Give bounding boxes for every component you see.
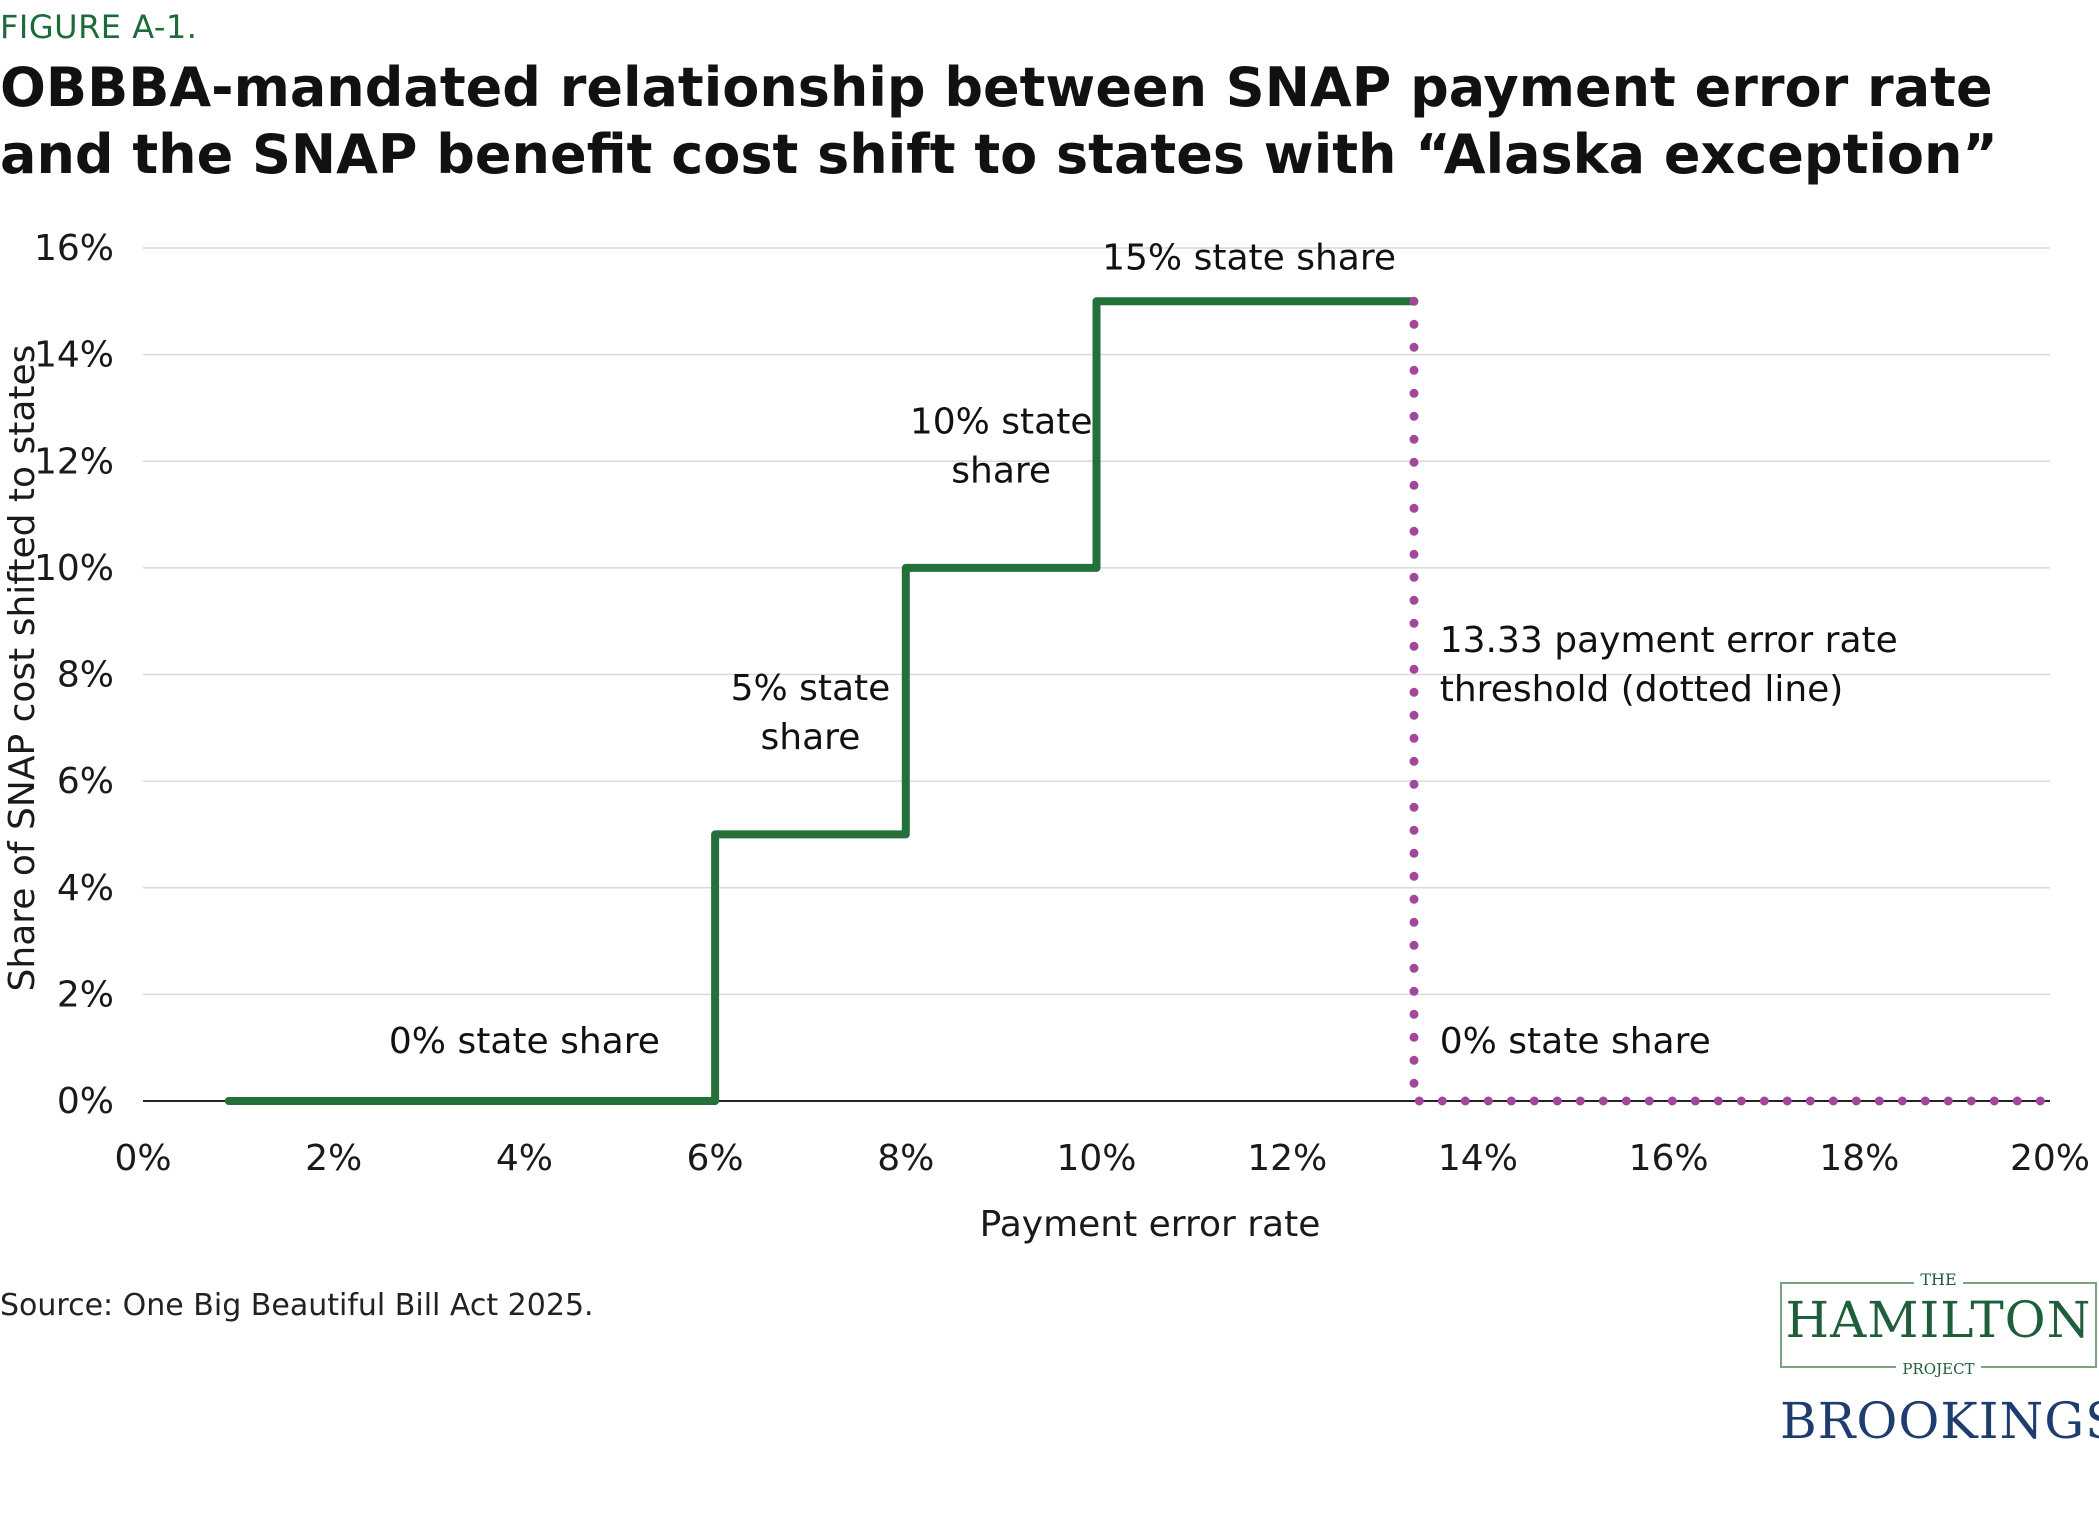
brookings-logo: BROOKINGS: [1780, 1392, 2099, 1450]
annotations: 0% state share 5% state share 10% state shar…: [389, 237, 1898, 1062]
x-tick-label: 20%: [2010, 1138, 2090, 1179]
logo-hamilton: HAMILTON: [1785, 1291, 2092, 1349]
y-tick-label: 16%: [34, 228, 114, 269]
hamilton-project-logo: THE HAMILTON PROJECT: [1780, 1270, 2097, 1378]
x-tick-label: 4%: [496, 1138, 553, 1179]
source-note: Source: One Big Beautiful Bill Act 2025.: [0, 1288, 594, 1323]
y-tick-label: 2%: [57, 974, 114, 1015]
x-axis-ticks: 0% 2% 4% 6% 8% 10% 12% 14% 16% 18% 20%: [114, 1138, 2090, 1179]
annotation-label: 15% state share: [1102, 237, 1396, 278]
y-axis-label: Share of SNAP cost shifted to states: [2, 345, 43, 992]
state-share-step-line: [224, 297, 1418, 1105]
annotation-label: 0% state share: [1440, 1021, 1711, 1062]
chart-title: OBBBA-mandated relationship between SNAP…: [0, 56, 1998, 186]
y-tick-label: 0%: [57, 1081, 114, 1122]
y-tick-label: 14%: [34, 335, 114, 376]
x-tick-label: 0%: [114, 1138, 171, 1179]
y-tick-label: 6%: [57, 761, 114, 802]
x-tick-label: 12%: [1247, 1138, 1327, 1179]
figure-label: FIGURE A-1.: [0, 8, 198, 46]
annotation-label: 13.33 payment error rate threshold (dotte…: [1440, 620, 1898, 710]
step-chart: 0% 2% 4% 6% 8% 10% 12% 14% 16% 0% 2% 4% 6% 8% 10% 12% 1…: [2, 228, 2090, 1245]
y-tick-label: 8%: [57, 655, 114, 696]
annotation-label: 5% state share: [731, 668, 891, 758]
series-lines: [224, 296, 2055, 1106]
x-tick-label: 6%: [687, 1138, 744, 1179]
x-axis-label: Payment error rate: [980, 1204, 1321, 1245]
x-tick-label: 14%: [1438, 1138, 1518, 1179]
annotation-label: 10% state share: [910, 402, 1093, 492]
x-tick-label: 2%: [305, 1138, 362, 1179]
y-axis-ticks: 0% 2% 4% 6% 8% 10% 12% 14% 16%: [34, 228, 114, 1122]
x-tick-label: 18%: [1819, 1138, 1899, 1179]
x-tick-label: 8%: [877, 1138, 934, 1179]
x-tick-label: 10%: [1056, 1138, 1136, 1179]
y-tick-label: 12%: [34, 441, 114, 482]
x-tick-label: 16%: [1629, 1138, 1709, 1179]
logo-the: THE: [1914, 1270, 1963, 1289]
y-tick-label: 4%: [57, 868, 114, 909]
y-tick-label: 10%: [34, 548, 114, 589]
annotation-label: 0% state share: [389, 1021, 660, 1062]
logo-project: PROJECT: [1896, 1360, 1981, 1378]
